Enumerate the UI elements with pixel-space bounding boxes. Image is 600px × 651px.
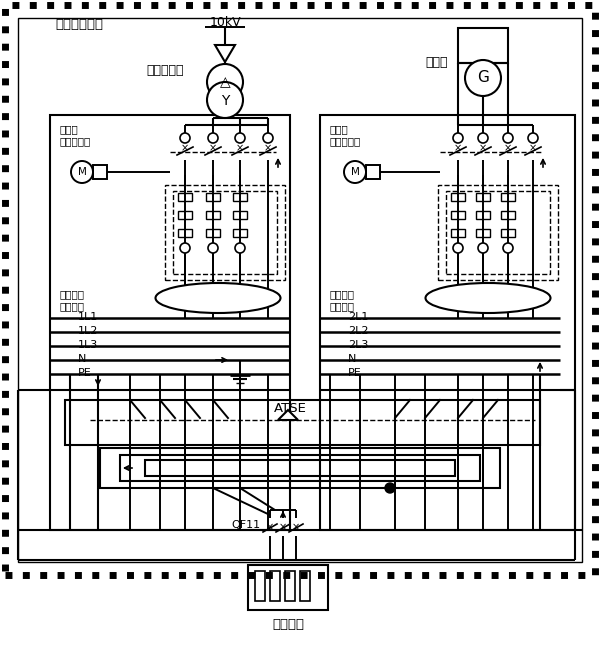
Text: ×: × (292, 522, 300, 532)
Bar (50, 115, 290, 530)
Circle shape (180, 133, 190, 143)
Circle shape (207, 82, 243, 118)
Text: G: G (477, 70, 489, 85)
Circle shape (263, 133, 273, 143)
Bar (248, 565, 328, 610)
Bar (451, 211, 465, 219)
Bar (145, 460, 455, 476)
Bar (93, 165, 107, 179)
Text: ATSE: ATSE (274, 402, 307, 415)
Bar (501, 193, 515, 201)
Text: 1L2: 1L2 (78, 326, 98, 336)
Bar (65, 400, 540, 445)
Text: 1L1: 1L1 (78, 312, 98, 322)
Circle shape (465, 60, 501, 96)
Text: ×: × (504, 143, 512, 153)
Text: M: M (350, 167, 359, 177)
Text: 接地故障
电流检测: 接地故障 电流检测 (60, 289, 85, 311)
Bar (18, 18, 582, 562)
Circle shape (478, 243, 488, 253)
Circle shape (453, 133, 463, 143)
Circle shape (528, 133, 538, 143)
Circle shape (180, 243, 190, 253)
Polygon shape (278, 410, 298, 420)
Text: 同一座配电所: 同一座配电所 (55, 18, 103, 31)
Text: ×: × (279, 522, 287, 532)
Circle shape (503, 133, 513, 143)
Bar (5, 5, 595, 575)
Bar (178, 211, 192, 219)
Ellipse shape (425, 283, 551, 313)
Bar (100, 448, 500, 488)
Bar (320, 115, 575, 530)
Bar (476, 229, 490, 237)
Text: 电力变压器: 电力变压器 (146, 64, 184, 77)
Text: 2L3: 2L3 (348, 340, 368, 350)
Bar (165, 185, 285, 280)
Bar (458, 28, 508, 63)
Circle shape (453, 243, 463, 253)
Bar (206, 229, 220, 237)
Bar (476, 211, 490, 219)
Bar (206, 211, 220, 219)
Bar (233, 193, 247, 201)
Bar (270, 571, 280, 601)
Text: ×: × (181, 143, 189, 153)
Circle shape (208, 133, 218, 143)
Text: PE: PE (348, 368, 362, 378)
Bar (178, 229, 192, 237)
Circle shape (235, 133, 245, 143)
Text: 10kV: 10kV (209, 16, 241, 29)
Text: N: N (348, 354, 356, 364)
Text: M: M (77, 167, 86, 177)
Bar (366, 165, 380, 179)
Circle shape (385, 483, 395, 493)
Bar (451, 229, 465, 237)
Text: ×: × (264, 143, 272, 153)
Bar (285, 571, 295, 601)
Circle shape (71, 161, 93, 183)
Text: N: N (78, 354, 86, 364)
Bar (501, 211, 515, 219)
Bar (451, 193, 465, 201)
Text: ×: × (454, 143, 462, 153)
Text: PE: PE (78, 368, 92, 378)
Text: 发电机
进线断路器: 发电机 进线断路器 (330, 124, 361, 146)
Text: 用电设备: 用电设备 (272, 618, 304, 631)
Text: ×: × (209, 143, 217, 153)
Text: 发电机: 发电机 (426, 57, 448, 70)
Bar (178, 193, 192, 201)
Polygon shape (215, 45, 235, 62)
Text: ×: × (529, 143, 537, 153)
Text: 变压器
进线断路器: 变压器 进线断路器 (60, 124, 91, 146)
Bar (120, 455, 480, 481)
Text: ×: × (236, 143, 244, 153)
Text: 1L3: 1L3 (78, 340, 98, 350)
Circle shape (503, 243, 513, 253)
Text: ×: × (266, 522, 274, 532)
Circle shape (478, 133, 488, 143)
Text: 2L1: 2L1 (348, 312, 368, 322)
Circle shape (207, 64, 243, 100)
Text: 2L2: 2L2 (348, 326, 368, 336)
Circle shape (344, 161, 366, 183)
Ellipse shape (155, 283, 281, 313)
Text: △: △ (220, 75, 230, 89)
Bar (438, 185, 558, 280)
Bar (501, 229, 515, 237)
Text: QF11: QF11 (231, 520, 260, 530)
Bar (300, 571, 310, 601)
Text: ×: × (479, 143, 487, 153)
Bar (206, 193, 220, 201)
Text: Y: Y (221, 94, 229, 108)
Bar (233, 211, 247, 219)
Text: 接地故障
电流检测: 接地故障 电流检测 (330, 289, 355, 311)
Bar (173, 191, 277, 274)
Bar (255, 571, 265, 601)
Bar (446, 191, 550, 274)
Circle shape (208, 243, 218, 253)
Circle shape (235, 243, 245, 253)
Bar (476, 193, 490, 201)
Bar (233, 229, 247, 237)
